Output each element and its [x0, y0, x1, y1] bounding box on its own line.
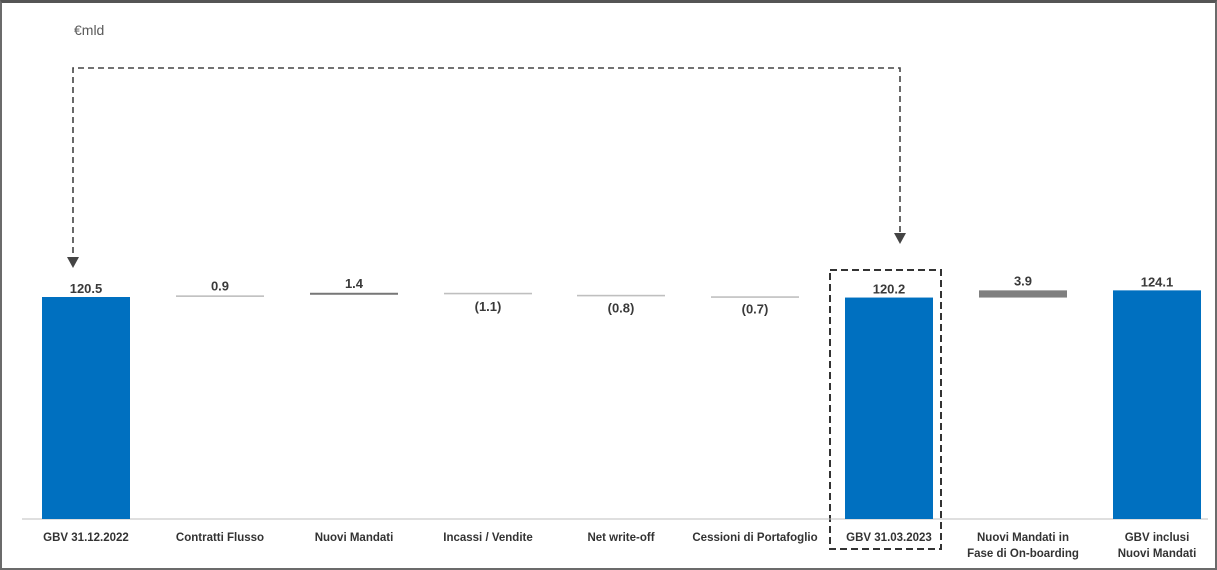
bar-3	[310, 292, 398, 295]
category-label-4: Incassi / Vendite	[443, 532, 532, 544]
category-label-1: GBV 31.12.2022	[43, 532, 129, 544]
value-label-2: 0.9	[211, 278, 229, 293]
value-label-4: (1.1)	[475, 299, 502, 314]
bar-1	[42, 297, 130, 519]
category-label-2: Contratti Flusso	[176, 532, 264, 544]
category-label-7: GBV 31.03.2023	[846, 532, 932, 544]
connector-arrowhead-left	[67, 257, 79, 268]
bar-9	[1113, 290, 1201, 519]
bar-8	[979, 290, 1067, 298]
connector-arrow-line	[72, 67, 901, 253]
value-label-6: (0.7)	[742, 302, 769, 317]
category-label-8-line-1: Nuovi Mandati in	[977, 532, 1069, 544]
value-label-7: 120.2	[873, 282, 906, 297]
value-label-5: (0.8)	[608, 300, 635, 315]
value-label-9: 124.1	[1141, 274, 1174, 289]
value-label-8: 3.9	[1014, 273, 1032, 288]
category-label-9-line-2: Nuovi Mandati	[1118, 548, 1197, 560]
bar-2	[176, 295, 264, 297]
value-label-3: 1.4	[345, 276, 364, 291]
unit-label: €mld	[74, 22, 104, 38]
category-label-5: Net write-off	[587, 532, 654, 544]
category-label-9-line-1: GBV inclusi	[1125, 532, 1190, 544]
bar-4	[444, 292, 532, 295]
highlight-box	[829, 269, 942, 550]
category-label-8-line-2: Fase di On-boarding	[967, 548, 1079, 560]
bar-6	[711, 296, 799, 298]
value-label-1: 120.5	[70, 281, 103, 296]
bar-7	[845, 297, 933, 519]
bar-5	[577, 294, 665, 297]
category-label-6: Cessioni di Portafoglio	[692, 532, 817, 544]
connector-arrowhead-right	[894, 233, 906, 244]
category-label-3: Nuovi Mandati	[315, 532, 394, 544]
